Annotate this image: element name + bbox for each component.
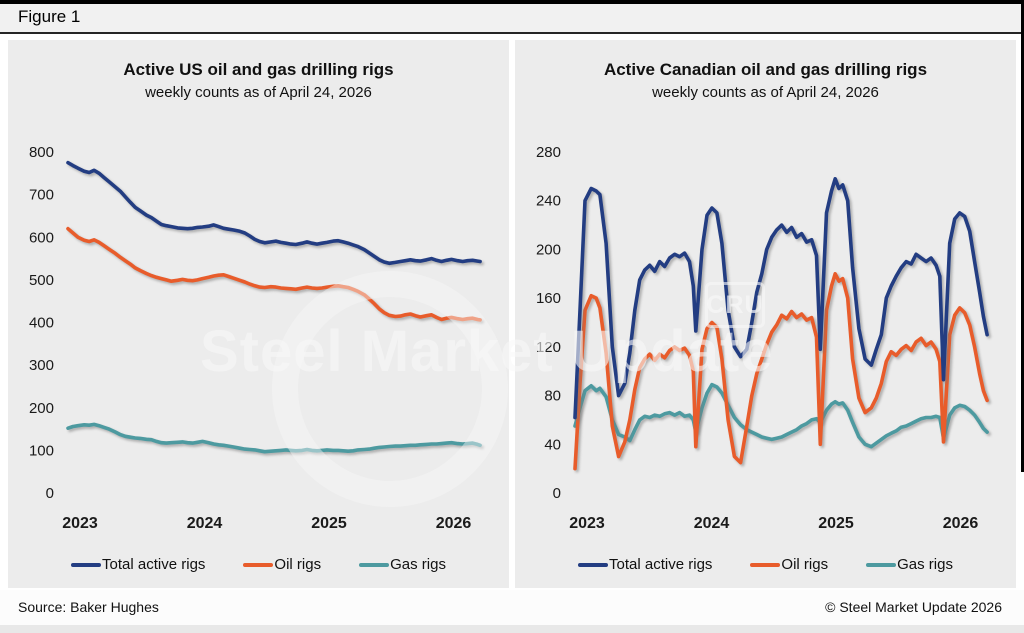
legend-item: Gas rigs xyxy=(359,556,446,573)
legend-label: Oil rigs xyxy=(781,556,829,573)
legend-item: Gas rigs xyxy=(866,556,953,573)
series-line-total-active-rigs xyxy=(573,177,989,420)
source-credit: Source: Baker Hughes xyxy=(18,599,159,615)
canada-chart-panel: 0 40 80 120 160 200 240 280 2023 2024 2025 2026 Act… xyxy=(515,40,1016,588)
legend-label: Total active rigs xyxy=(102,556,206,573)
series-line-total-active-rigs xyxy=(66,160,482,266)
series-line-oil-rigs xyxy=(573,272,989,471)
legend-line-swatch xyxy=(359,562,390,567)
canada-chart-canvas: 0 40 80 120 160 200 240 280 2023 2024 2025 2026 xyxy=(536,144,989,532)
header-divider xyxy=(0,32,1024,34)
canada-chart-legend: Total active rigs Oil rigs Gas rigs xyxy=(515,556,1016,573)
us-chart-legend: Total active rigs Oil rigs Gas rigs xyxy=(8,556,509,573)
bottom-strip xyxy=(0,625,1024,633)
y-axis-tick-label: 500 xyxy=(29,272,54,289)
x-axis-tick-label: 2023 xyxy=(62,515,98,532)
series-line-gas-rigs xyxy=(66,422,482,454)
us-chart-title: Active US oil and gas drilling rigs xyxy=(123,60,394,79)
figure-footer: Source: Baker Hughes © Steel Market Upda… xyxy=(0,590,1024,625)
legend-item: Oil rigs xyxy=(750,556,828,573)
legend-line-swatch xyxy=(750,562,781,567)
us-chart-subtitle: weekly counts as of April 24, 2026 xyxy=(145,84,372,101)
legend-label: Total active rigs xyxy=(609,556,713,573)
y-axis-tick-label: 160 xyxy=(536,290,561,307)
y-axis-tick-label: 200 xyxy=(536,241,561,258)
y-axis-tick-label: 120 xyxy=(536,339,561,356)
x-axis-tick-label: 2025 xyxy=(311,515,347,532)
legend-label: Gas rigs xyxy=(390,556,446,573)
x-axis-tick-label: 2026 xyxy=(943,515,979,532)
legend-label: Oil rigs xyxy=(274,556,322,573)
y-axis-tick-label: 400 xyxy=(29,315,54,332)
y-axis-tick-label: 300 xyxy=(29,357,54,374)
y-axis-tick-label: 280 xyxy=(536,144,561,161)
y-axis-tick-label: 800 xyxy=(29,144,54,161)
y-axis-tick-label: 100 xyxy=(29,442,54,459)
figure-header: Figure 1 xyxy=(0,4,1024,32)
y-axis-tick-label: 600 xyxy=(29,229,54,246)
canada-chart-title: Active Canadian oil and gas drilling rig… xyxy=(603,60,928,79)
x-axis-tick-label: 2024 xyxy=(187,515,223,532)
legend-item: Total active rigs xyxy=(578,556,712,573)
y-axis-tick-label: 240 xyxy=(536,193,561,210)
us-chart-panel: 0 100 200 300 400 500 600 700 800 2023 2024 2025 202… xyxy=(8,40,509,588)
legend-line-swatch xyxy=(243,562,274,567)
canada-chart-subtitle: weekly counts as of April 24, 2026 xyxy=(652,84,879,101)
y-axis-tick-label: 700 xyxy=(29,187,54,204)
figure-label: Figure 1 xyxy=(18,7,81,26)
legend-item: Total active rigs xyxy=(71,556,205,573)
legend-item: Oil rigs xyxy=(243,556,321,573)
legend-line-swatch xyxy=(71,562,102,567)
y-axis-tick-label: 0 xyxy=(46,485,54,502)
figure-area: 0 100 200 300 400 500 600 700 800 2023 2024 2025 202… xyxy=(0,34,1024,590)
copyright-notice: © Steel Market Update 2026 xyxy=(825,599,1002,615)
x-axis-tick-label: 2023 xyxy=(569,515,605,532)
legend-line-swatch xyxy=(866,562,897,567)
y-axis-tick-label: 80 xyxy=(544,388,561,405)
right-black-edge xyxy=(1021,0,1024,472)
y-axis-tick-label: 40 xyxy=(544,436,561,453)
x-axis-tick-label: 2025 xyxy=(818,515,854,532)
y-axis-tick-label: 200 xyxy=(29,400,54,417)
series-line-oil-rigs xyxy=(66,226,482,322)
legend-line-swatch xyxy=(578,562,609,567)
top-black-bar xyxy=(0,0,1024,4)
series-line-gas-rigs xyxy=(573,382,989,449)
us-chart-canvas: 0 100 200 300 400 500 600 700 800 2023 2024 2025 202… xyxy=(29,144,482,532)
x-axis-tick-label: 2026 xyxy=(436,515,472,532)
x-axis-tick-label: 2024 xyxy=(694,515,730,532)
y-axis-tick-label: 0 xyxy=(553,485,561,502)
legend-label: Gas rigs xyxy=(897,556,953,573)
